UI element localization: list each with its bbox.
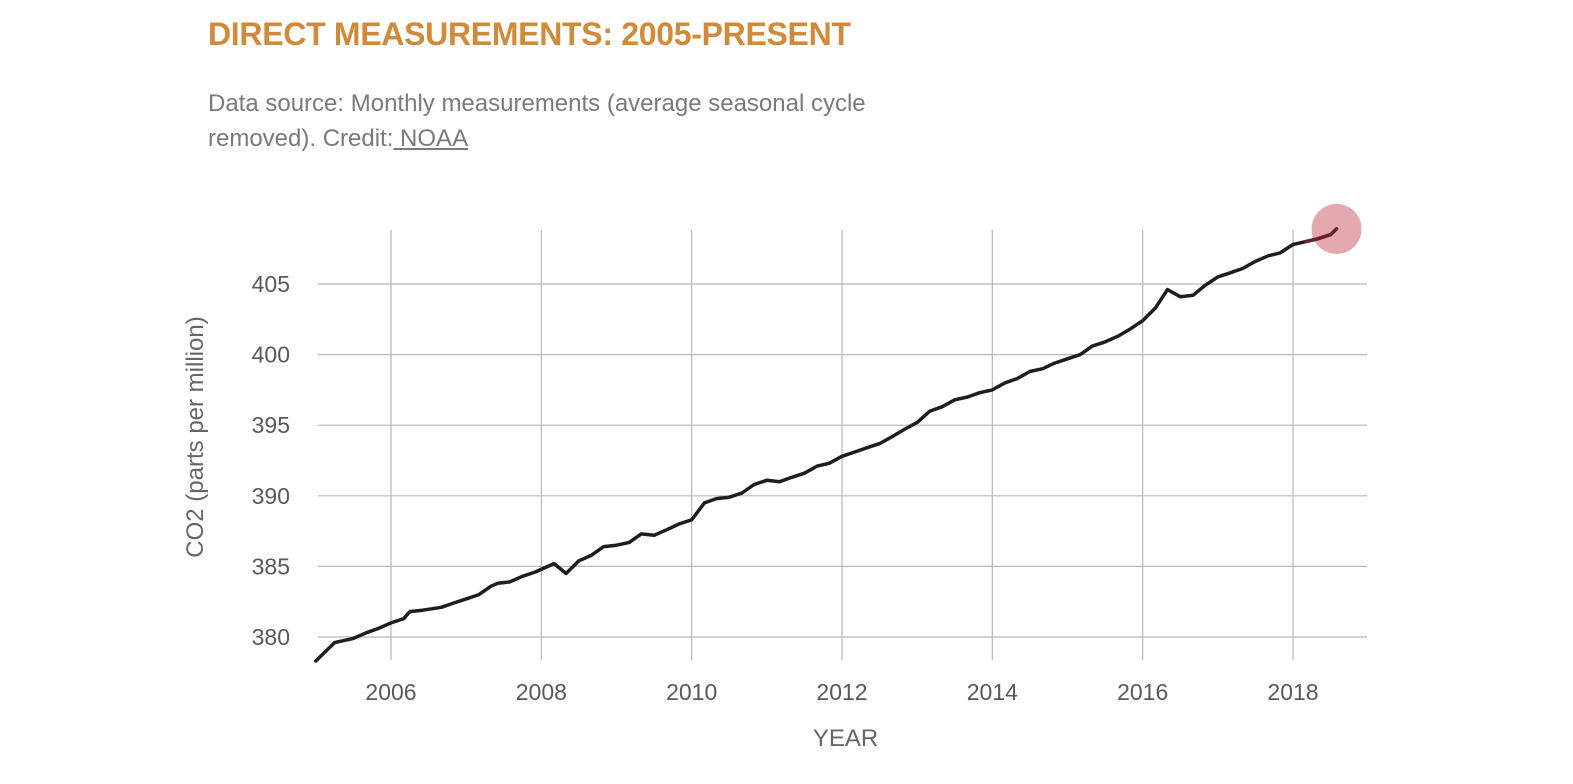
noaa-credit-link[interactable]: NOAA <box>393 125 469 152</box>
x-tick-label-2008: 2008 <box>516 679 567 705</box>
x-tick-label-2010: 2010 <box>666 679 717 705</box>
y-tick-label-380: 380 <box>252 624 290 650</box>
y-tick-label-385: 385 <box>252 553 290 579</box>
x-axis-ticks: 2006 2008 2010 2012 2014 2016 2018 <box>365 679 1318 705</box>
y-tick-label-390: 390 <box>252 483 290 509</box>
y-tick-label-395: 395 <box>252 412 290 438</box>
x-tick-label-2012: 2012 <box>816 679 867 705</box>
chart-subtitle: Data source: Monthly measurements (avera… <box>208 86 968 156</box>
x-tick-label-2014: 2014 <box>967 679 1018 705</box>
x-tick-label-2018: 2018 <box>1267 679 1318 705</box>
data-source-text: Data source: Monthly measurements (avera… <box>208 90 866 152</box>
y-axis-label: CO2 (parts per million) <box>182 316 209 557</box>
y-axis-ticks: 380 385 390 395 400 405 <box>252 271 290 650</box>
grid-lines <box>318 230 1367 660</box>
co2-series-line <box>314 227 1339 663</box>
chart-title: DIRECT MEASUREMENTS: 2005-PRESENT <box>208 16 851 52</box>
x-axis-label: YEAR <box>813 725 878 752</box>
x-tick-label-2016: 2016 <box>1117 679 1168 705</box>
latest-series-segment <box>1304 227 1339 244</box>
y-tick-label-400: 400 <box>252 342 290 368</box>
x-tick-label-2006: 2006 <box>365 679 416 705</box>
y-tick-label-405: 405 <box>252 271 290 297</box>
